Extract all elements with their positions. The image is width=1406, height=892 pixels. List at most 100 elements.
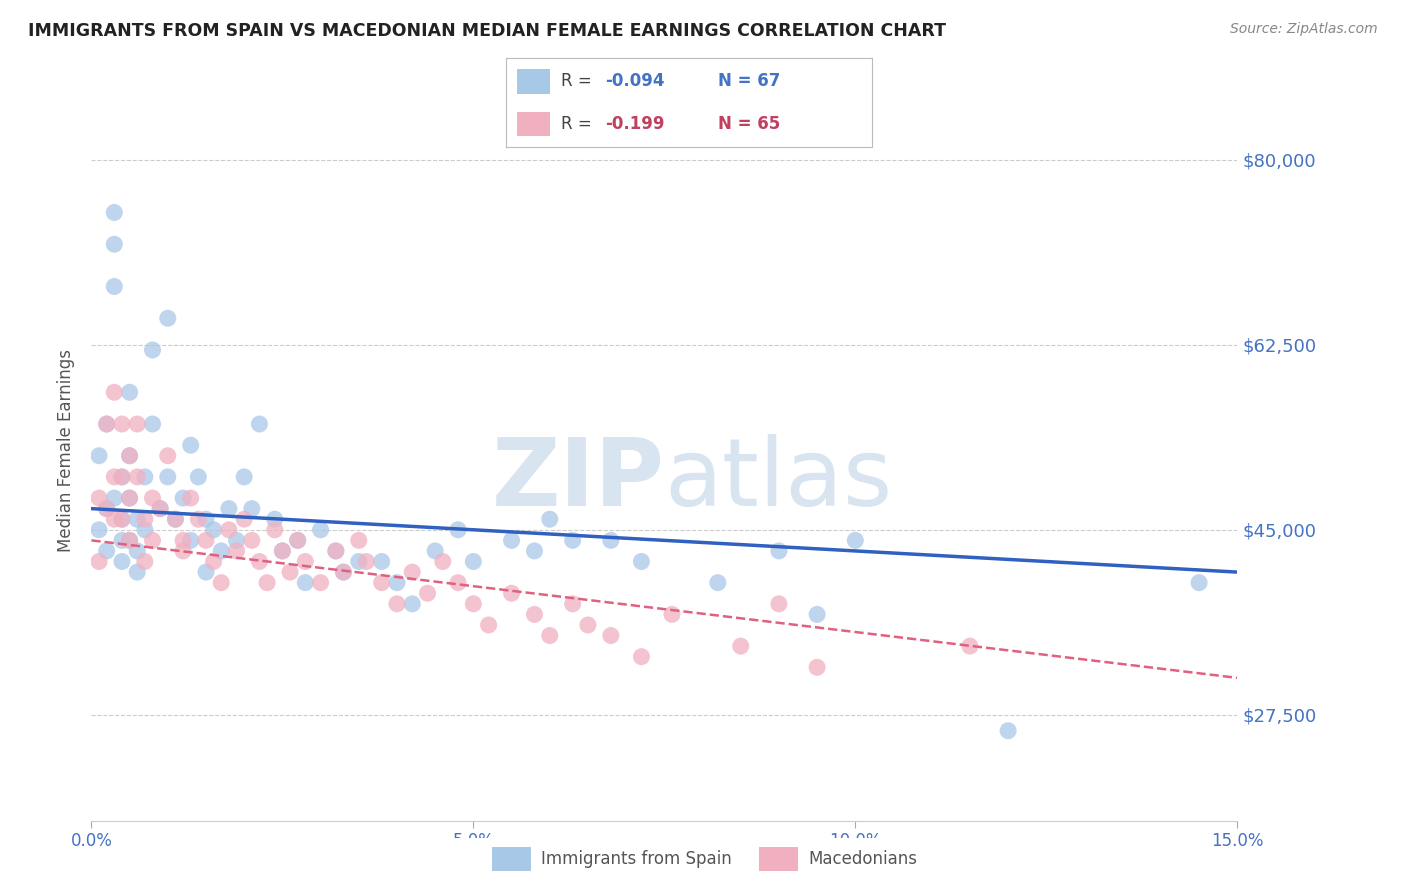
Point (111, 512, 134, 526)
Point (233, 470, 256, 484)
Text: -0.094: -0.094 (605, 72, 665, 90)
Point (103, 279, 125, 293)
Point (630, 554, 652, 569)
Point (149, 501, 172, 516)
Point (1188, 575, 1211, 590)
Point (463, 554, 485, 569)
Text: Immigrants from Spain: Immigrants from Spain (541, 849, 733, 868)
Text: IMMIGRANTS FROM SPAIN VS MACEDONIAN MEDIAN FEMALE EARNINGS CORRELATION CHART: IMMIGRANTS FROM SPAIN VS MACEDONIAN MEDI… (28, 22, 946, 40)
Point (87, 491, 110, 505)
Point (127, 470, 149, 484)
Point (118, 449, 141, 463)
Point (209, 544, 232, 558)
Point (707, 575, 730, 590)
Point (432, 554, 454, 569)
Point (111, 470, 134, 484)
Point (263, 512, 285, 526)
Point (111, 554, 134, 569)
Point (768, 597, 790, 611)
Point (172, 533, 194, 548)
Point (630, 649, 652, 664)
Point (599, 628, 621, 642)
Point (416, 586, 439, 600)
Point (309, 523, 332, 537)
Point (111, 470, 134, 484)
Point (240, 501, 263, 516)
Point (141, 417, 163, 431)
Point (661, 607, 683, 622)
Point (103, 237, 125, 252)
Point (96, 501, 118, 516)
Point (806, 660, 828, 674)
Point (111, 533, 134, 548)
Point (134, 523, 156, 537)
Point (118, 491, 141, 505)
Point (218, 523, 240, 537)
Point (118, 533, 141, 548)
Point (478, 618, 501, 632)
Point (370, 554, 392, 569)
Point (401, 597, 423, 611)
Point (118, 449, 141, 463)
Point (141, 533, 163, 548)
Point (172, 544, 194, 558)
Point (370, 575, 392, 590)
Point (997, 723, 1019, 738)
Point (127, 565, 149, 579)
Y-axis label: Median Female Earnings: Median Female Earnings (58, 349, 76, 552)
Point (111, 417, 134, 431)
Point (194, 512, 217, 526)
Point (225, 544, 247, 558)
Point (271, 544, 294, 558)
Point (118, 491, 141, 505)
Point (263, 523, 285, 537)
Text: atlas: atlas (664, 434, 893, 526)
Text: Source: ZipAtlas.com: Source: ZipAtlas.com (1230, 22, 1378, 37)
Bar (492, 847, 531, 871)
Point (309, 575, 332, 590)
Point (180, 491, 202, 505)
Point (730, 639, 752, 653)
Text: Macedonians: Macedonians (808, 849, 918, 868)
Point (233, 512, 256, 526)
Point (87, 523, 110, 537)
Point (118, 385, 141, 400)
Text: ZIP: ZIP (492, 434, 664, 526)
Point (127, 544, 149, 558)
Point (218, 501, 240, 516)
Point (187, 512, 209, 526)
Point (501, 586, 523, 600)
Point (225, 533, 247, 548)
Text: R =: R = (561, 72, 598, 90)
Point (187, 470, 209, 484)
Point (127, 512, 149, 526)
Point (806, 607, 828, 622)
Point (501, 533, 523, 548)
Point (278, 565, 301, 579)
Text: N = 67: N = 67 (718, 72, 780, 90)
Point (96, 544, 118, 558)
Point (156, 470, 179, 484)
Point (156, 449, 179, 463)
Point (256, 575, 278, 590)
Point (523, 607, 546, 622)
Point (103, 512, 125, 526)
Point (240, 533, 263, 548)
Point (576, 618, 599, 632)
FancyBboxPatch shape (517, 69, 550, 94)
Point (287, 533, 309, 548)
Point (561, 533, 583, 548)
Point (141, 343, 163, 357)
Point (165, 512, 187, 526)
Point (385, 597, 408, 611)
Point (347, 554, 370, 569)
Point (347, 533, 370, 548)
Point (959, 639, 981, 653)
Point (127, 417, 149, 431)
Point (149, 501, 172, 516)
Point (141, 491, 163, 505)
Point (249, 554, 271, 569)
Point (194, 533, 217, 548)
Point (202, 523, 225, 537)
Point (385, 575, 408, 590)
